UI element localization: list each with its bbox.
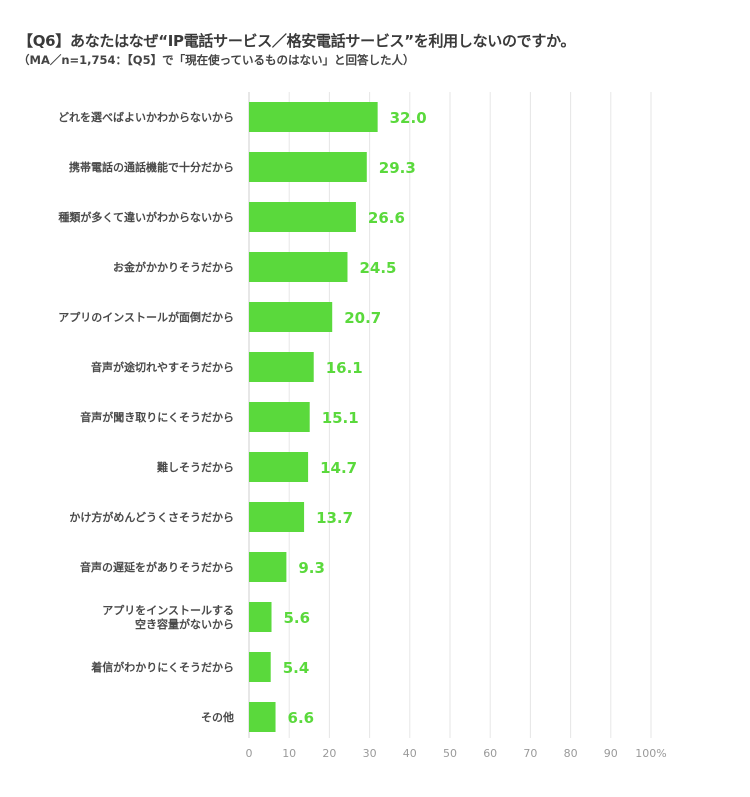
bar [249,602,272,632]
category-label: 音声が途切れやすそうだから [91,360,234,374]
x-tick-label: 90 [604,747,618,760]
x-tick-label: 10 [282,747,296,760]
data-label: 9.3 [298,559,325,577]
x-tick-label: 70 [523,747,537,760]
category-label: アプリをインストールする [102,603,234,617]
category-label: お金がかかりそうだから [113,260,234,274]
x-tick-label: 40 [403,747,417,760]
category-label: どれを選べばよいかわからないから [58,110,234,124]
category-label: アプリのインストールが面倒だから [58,310,234,324]
category-label: 空き容量がないから [135,617,234,631]
category-label: 音声の遅延をがありそうだから [80,560,234,574]
bar [249,552,287,582]
x-tick-label: 30 [363,747,377,760]
category-label: 難しそうだから [157,460,234,474]
data-label: 6.6 [288,709,315,727]
bar [249,402,310,432]
bar [249,102,378,132]
category-label: その他 [201,710,234,724]
data-label: 15.1 [322,409,359,427]
bar [249,452,309,482]
bar [249,152,367,182]
x-tick-label: 60 [483,747,497,760]
category-label: 着信がわかりにくそうだから [90,660,234,674]
bar [249,202,356,232]
x-tick-label: 20 [322,747,336,760]
data-label: 20.7 [344,309,381,327]
data-label: 5.4 [283,659,310,677]
bar [249,352,314,382]
bar [249,702,276,732]
category-label: かけ方がめんどうくさそうだから [69,510,234,524]
data-label: 26.6 [368,209,405,227]
bar [249,302,333,332]
data-label: 24.5 [359,259,396,277]
data-label: 32.0 [390,109,427,127]
data-label: 13.7 [316,509,353,527]
category-label: 種類が多くて違いがわからないから [58,210,234,224]
data-label: 14.7 [320,459,357,477]
bar [249,652,271,682]
x-tick-label: 50 [443,747,457,760]
x-tick-label: 80 [564,747,578,760]
x-tick-label: 0 [246,747,253,760]
data-label: 29.3 [379,159,416,177]
category-label: 音声が聞き取りにくそうだから [80,410,234,424]
category-label: 携帯電話の通話機能で十分だから [69,160,234,174]
bar [249,502,305,532]
data-label: 16.1 [326,359,363,377]
data-label: 5.6 [284,609,311,627]
chart-title: 【Q6】あなたはなぜ“IP電話サービス／格安電話サービス”を利用しないのですか。 [18,32,576,50]
x-tick-label: 100% [635,747,666,760]
chart-subtitle: （MA／n=1,754：【Q5】で「現在使っているものはない」と回答した人） [18,53,415,67]
bar [249,252,348,282]
